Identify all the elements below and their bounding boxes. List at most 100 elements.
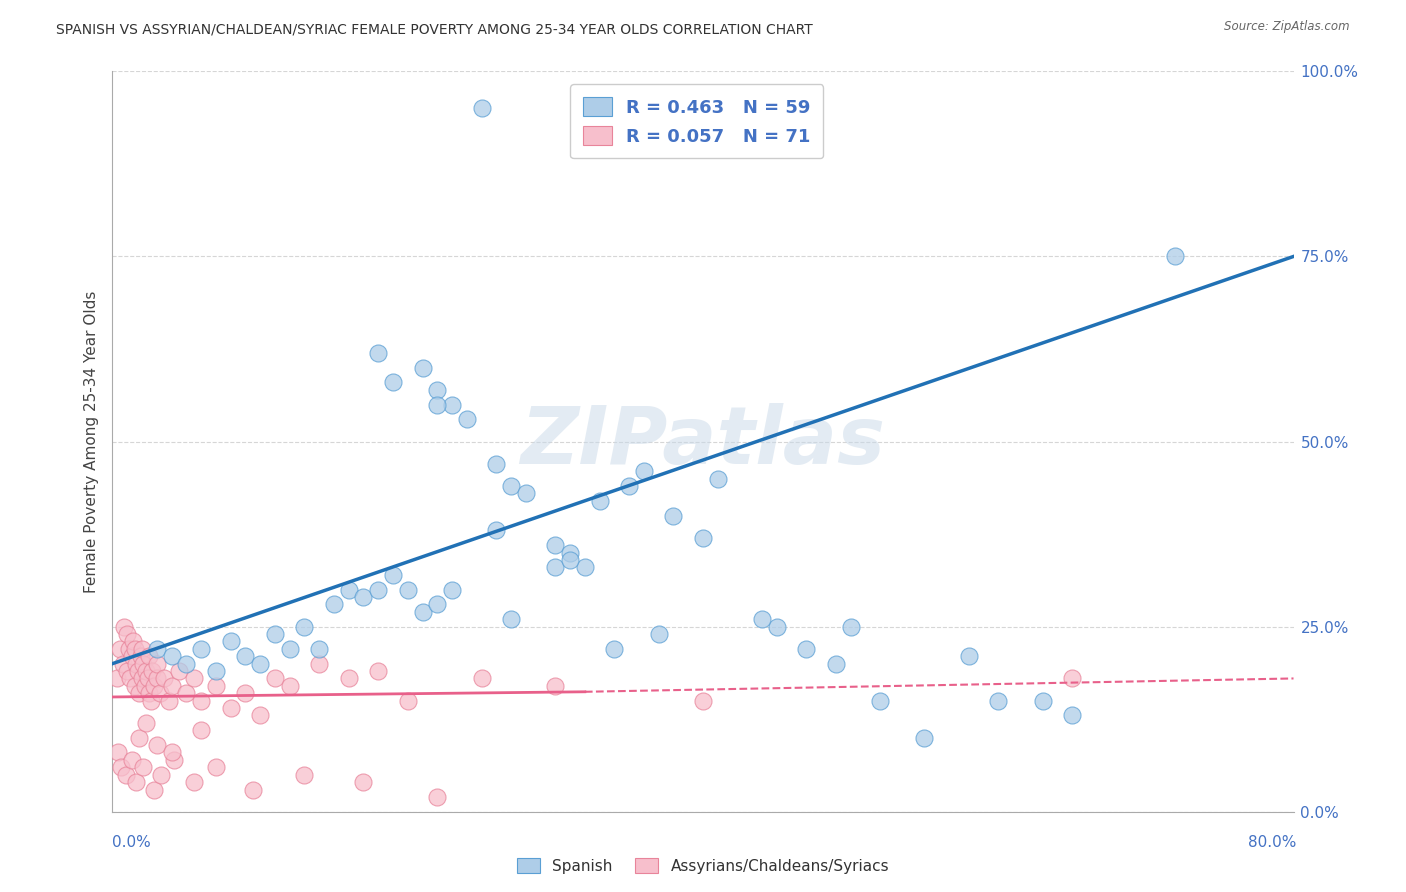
- Point: [278, 679, 301, 693]
- Point: [114, 767, 136, 781]
- Point: [914, 731, 936, 745]
- Point: [412, 605, 434, 619]
- Point: [751, 612, 773, 626]
- Point: [501, 612, 523, 626]
- Point: [190, 723, 212, 738]
- Point: [128, 686, 150, 700]
- Point: [150, 767, 173, 781]
- Point: [544, 560, 567, 574]
- Point: [352, 775, 374, 789]
- Text: Source: ZipAtlas.com: Source: ZipAtlas.com: [1225, 20, 1350, 33]
- Point: [219, 701, 242, 715]
- Point: [692, 531, 714, 545]
- Point: [134, 679, 156, 693]
- Point: [122, 634, 145, 648]
- Point: [412, 360, 434, 375]
- Point: [501, 479, 523, 493]
- Point: [163, 753, 186, 767]
- Text: SPANISH VS ASSYRIAN/CHALDEAN/SYRIAC FEMALE POVERTY AMONG 25-34 YEAR OLDS CORRELA: SPANISH VS ASSYRIAN/CHALDEAN/SYRIAC FEMA…: [56, 22, 813, 37]
- Point: [426, 789, 449, 804]
- Legend: R = 0.463   N = 59, R = 0.057   N = 71: R = 0.463 N = 59, R = 0.057 N = 71: [571, 84, 824, 158]
- Point: [183, 672, 205, 686]
- Point: [560, 546, 582, 560]
- Point: [647, 627, 671, 641]
- Point: [160, 649, 183, 664]
- Point: [249, 657, 271, 671]
- Point: [485, 524, 508, 538]
- Point: [118, 641, 141, 656]
- Point: [127, 664, 149, 678]
- Point: [441, 398, 464, 412]
- Point: [515, 486, 537, 500]
- Point: [456, 412, 478, 426]
- Text: 80.0%: 80.0%: [1249, 836, 1296, 850]
- Point: [153, 672, 176, 686]
- Point: [337, 672, 360, 686]
- Point: [766, 619, 789, 633]
- Point: [139, 694, 162, 708]
- Point: [121, 649, 143, 664]
- Point: [588, 493, 610, 508]
- Point: [117, 627, 138, 641]
- Point: [603, 641, 626, 656]
- Point: [128, 731, 150, 745]
- Point: [1062, 672, 1084, 686]
- Point: [707, 471, 730, 485]
- Point: [544, 538, 567, 552]
- Y-axis label: Female Poverty Among 25-34 Year Olds: Female Poverty Among 25-34 Year Olds: [83, 291, 98, 592]
- Point: [242, 782, 264, 797]
- Point: [308, 657, 330, 671]
- Point: [470, 102, 494, 116]
- Point: [132, 657, 155, 671]
- Point: [233, 649, 256, 664]
- Point: [662, 508, 685, 523]
- Point: [987, 694, 1010, 708]
- Point: [138, 686, 160, 700]
- Point: [560, 553, 582, 567]
- Point: [136, 672, 159, 686]
- Point: [233, 686, 256, 700]
- Point: [107, 746, 129, 760]
- Point: [839, 619, 862, 633]
- Point: [160, 746, 183, 760]
- Point: [124, 679, 146, 693]
- Point: [485, 457, 508, 471]
- Point: [146, 657, 169, 671]
- Point: [249, 708, 271, 723]
- Point: [1032, 694, 1054, 708]
- Point: [957, 649, 980, 664]
- Point: [308, 641, 330, 656]
- Point: [183, 775, 205, 789]
- Point: [544, 679, 567, 693]
- Point: [367, 345, 389, 359]
- Point: [146, 641, 169, 656]
- Point: [205, 760, 228, 774]
- Text: ZIPatlas: ZIPatlas: [520, 402, 886, 481]
- Point: [633, 464, 655, 478]
- Point: [105, 672, 128, 686]
- Point: [278, 641, 301, 656]
- Point: [470, 672, 494, 686]
- Point: [131, 641, 153, 656]
- Point: [796, 641, 818, 656]
- Point: [142, 782, 165, 797]
- Point: [121, 753, 143, 767]
- Point: [120, 672, 142, 686]
- Point: [157, 694, 180, 708]
- Legend: Spanish, Assyrians/Chaldeans/Syriacs: Spanish, Assyrians/Chaldeans/Syriacs: [510, 852, 896, 880]
- Point: [112, 619, 135, 633]
- Point: [125, 775, 148, 789]
- Point: [367, 582, 389, 597]
- Point: [869, 694, 891, 708]
- Point: [219, 634, 242, 648]
- Point: [149, 686, 172, 700]
- Point: [396, 582, 419, 597]
- Point: [1164, 250, 1187, 264]
- Point: [131, 672, 153, 686]
- Point: [619, 479, 641, 493]
- Point: [142, 679, 165, 693]
- Point: [292, 767, 315, 781]
- Point: [574, 560, 596, 574]
- Point: [138, 649, 160, 664]
- Point: [382, 376, 405, 390]
